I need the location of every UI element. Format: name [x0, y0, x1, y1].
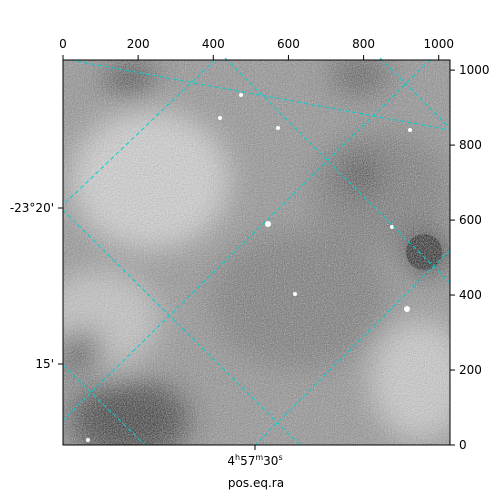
y-tick-label: 200	[459, 363, 482, 377]
dec-tick-label: -23°20'	[10, 201, 54, 215]
ra-tick-part: s	[278, 453, 282, 462]
x-tick-label: 0	[59, 37, 67, 51]
x-tick-label: 400	[202, 37, 225, 51]
ra-tick-part: 30	[263, 454, 278, 468]
x-tick-label: 200	[127, 37, 150, 51]
x-tick-label: 800	[352, 37, 375, 51]
ra-tick-part: 4	[227, 454, 235, 468]
ra-tick-part: 57	[240, 454, 255, 468]
plot-frame	[62, 59, 451, 446]
ra-tick-label: 4h57m30s	[227, 453, 282, 468]
y-tick-label: 1000	[459, 63, 490, 77]
dec-tick-label: 15'	[35, 357, 54, 371]
ra-tick-part: m	[255, 453, 263, 462]
sky-image	[63, 60, 450, 445]
y-tick-label: 0	[459, 438, 467, 452]
ra-tick-part: h	[235, 453, 240, 462]
coordinate-grid	[62, 57, 451, 446]
y-tick-label: 600	[459, 213, 482, 227]
x-tick-label: 1000	[423, 37, 454, 51]
y-tick-label: 800	[459, 138, 482, 152]
x-axis-label: pos.eq.ra	[228, 476, 284, 490]
y-tick-label: 400	[459, 288, 482, 302]
x-tick-label: 600	[277, 37, 300, 51]
